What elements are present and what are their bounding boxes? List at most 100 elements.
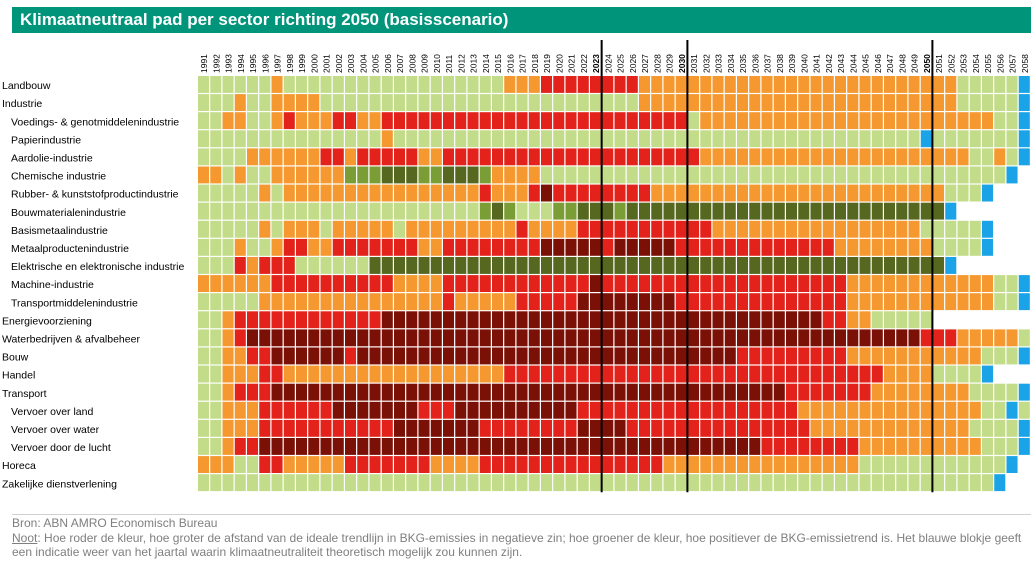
heatmap-cell	[394, 76, 406, 93]
heatmap-cell	[908, 130, 920, 148]
year-label: 2043	[836, 54, 846, 73]
heatmap-cell	[859, 238, 871, 256]
heatmap-cell	[222, 76, 234, 93]
heatmap-cell	[320, 202, 332, 220]
heatmap-cell	[467, 401, 479, 419]
heatmap-cell	[565, 311, 577, 329]
year-label: 2026	[628, 54, 638, 73]
heatmap-cell	[198, 474, 210, 492]
heatmap-cell	[933, 419, 945, 437]
heatmap-cell	[479, 365, 491, 383]
heatmap-cell	[969, 184, 981, 202]
heatmap-cell	[406, 166, 418, 184]
heatmap-cell	[210, 202, 222, 220]
heatmap-cell	[234, 76, 246, 93]
sector-label: Machine-industrie	[11, 279, 94, 291]
heatmap-cell	[332, 419, 344, 437]
heatmap-cell	[565, 438, 577, 455]
heatmap-cell	[357, 76, 369, 93]
heatmap-cell	[541, 365, 553, 383]
heatmap-cell	[847, 94, 859, 111]
heatmap-cell	[455, 257, 467, 274]
heatmap-cell	[700, 202, 712, 220]
heatmap-cell	[835, 293, 847, 311]
heatmap-cell	[443, 202, 455, 220]
heatmap-cell	[602, 401, 614, 419]
heatmap-cell	[553, 257, 565, 274]
heatmap-cell	[479, 293, 491, 311]
year-label: 1994	[236, 54, 246, 73]
heatmap-cell	[626, 456, 638, 473]
heatmap-cell	[320, 238, 332, 256]
heatmap-cell	[688, 401, 700, 419]
heatmap-cell	[920, 329, 932, 347]
heatmap-cell	[492, 311, 504, 329]
heatmap-cell	[700, 474, 712, 492]
heatmap-cell	[222, 365, 234, 383]
heatmap-cell	[675, 456, 687, 473]
heatmap-cell	[835, 94, 847, 111]
heatmap-cell	[198, 184, 210, 202]
heatmap-cell	[308, 275, 320, 292]
year-label: 2036	[750, 54, 760, 73]
heatmap-cell	[614, 130, 626, 148]
heatmap-cell	[847, 347, 859, 365]
heatmap-cell	[1006, 456, 1018, 473]
heatmap-cell	[933, 383, 945, 401]
heatmap-cell	[455, 329, 467, 347]
heatmap-cell	[920, 238, 932, 256]
heatmap-cell	[786, 401, 798, 419]
heatmap-cell	[357, 220, 369, 238]
heatmap-cell	[296, 347, 308, 365]
heatmap-cell	[945, 438, 957, 455]
year-label: 2011	[444, 54, 454, 73]
year-label: 1992	[211, 54, 221, 73]
heatmap-cell	[822, 365, 834, 383]
heatmap-cell	[982, 438, 994, 455]
heatmap-cell	[479, 438, 491, 455]
heatmap-cell	[553, 365, 565, 383]
heatmap-cell	[908, 438, 920, 455]
heatmap-cell	[920, 112, 932, 130]
heatmap-cell	[577, 238, 589, 256]
heatmap-cell	[651, 76, 663, 93]
heatmap-cell	[492, 365, 504, 383]
heatmap-cell	[283, 474, 295, 492]
heatmap-cell	[675, 112, 687, 130]
heatmap-cell	[577, 456, 589, 473]
heatmap-cell	[541, 275, 553, 292]
heatmap-cell	[357, 293, 369, 311]
heatmap-cell	[541, 130, 553, 148]
heatmap-cell	[884, 94, 896, 111]
heatmap-cell	[700, 275, 712, 292]
sector-label: Aardolie-industrie	[11, 152, 93, 164]
heatmap-cell	[773, 148, 785, 166]
heatmap-cell	[896, 257, 908, 274]
heatmap-cell	[271, 220, 283, 238]
heatmap-cell	[724, 130, 736, 148]
heatmap-cell	[492, 238, 504, 256]
heatmap-cell	[749, 383, 761, 401]
heatmap-cell	[749, 365, 761, 383]
heatmap-cell	[430, 419, 442, 437]
heatmap-cell	[516, 184, 528, 202]
heatmap-cell	[700, 184, 712, 202]
heatmap-cell	[430, 112, 442, 130]
heatmap-cell	[896, 148, 908, 166]
heatmap-cell	[369, 238, 381, 256]
heatmap-cell	[430, 311, 442, 329]
heatmap-cell	[908, 456, 920, 473]
heatmap-cell	[369, 365, 381, 383]
heatmap-cell	[577, 311, 589, 329]
heatmap-cell	[467, 94, 479, 111]
year-label: 2003	[346, 54, 356, 73]
note-text: Noot: Hoe roder de kleur, hoe groter de …	[12, 531, 1030, 559]
heatmap-cell	[345, 112, 357, 130]
heatmap-cell	[688, 293, 700, 311]
heatmap-cell	[577, 401, 589, 419]
heatmap-cell	[528, 401, 540, 419]
heatmap-cell	[835, 112, 847, 130]
heatmap-cell	[675, 401, 687, 419]
heatmap-cell	[430, 76, 442, 93]
heatmap-cell	[577, 438, 589, 455]
